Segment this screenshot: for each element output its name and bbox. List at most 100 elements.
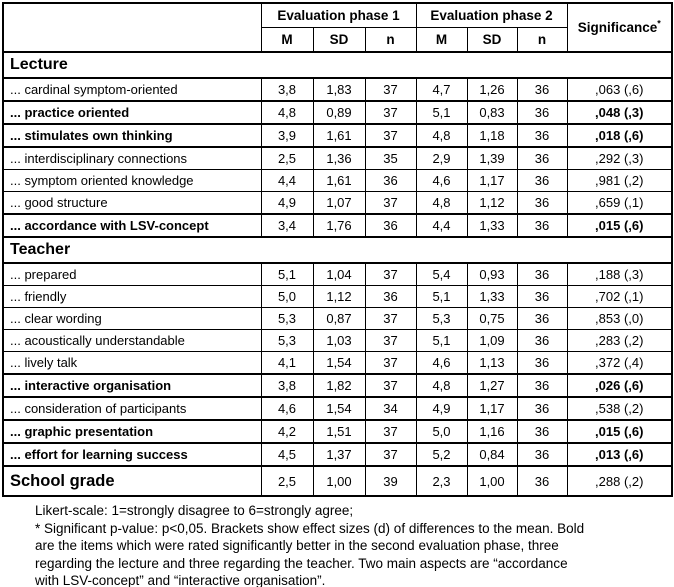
cell-m1: 4,6 <box>260 396 314 421</box>
cell-m1: 5,3 <box>260 307 314 330</box>
cell-n2: 36 <box>516 146 568 170</box>
table-row: ... acoustically understandable 5,3 1,03 37… <box>2 329 673 352</box>
table-row: ... stimulates own thinking 3,9 1,61 37 4,8 1… <box>2 123 673 148</box>
cell-n2: 36 <box>516 213 568 238</box>
table-row: ... lively talk 4,1 1,54 37 4,6 1,13 36,372 (,… <box>2 351 673 375</box>
row-label: ... cardinal symptom-oriented <box>2 77 262 102</box>
cell-n1: 37 <box>364 262 417 286</box>
header-n2: n <box>516 27 568 53</box>
row-label: ... interactive organisation <box>2 373 262 398</box>
section-title: Teacher <box>2 236 673 264</box>
cell-m1: 4,9 <box>260 191 314 215</box>
cell-n1: 37 <box>364 100 417 125</box>
cell-significance: ,018 (,6) <box>566 123 673 148</box>
cell-sd1: 1,03 <box>312 329 366 352</box>
cell-n2: 36 <box>516 307 568 330</box>
cell-n2: 36 <box>516 373 568 398</box>
cell-sd1: 1,04 <box>312 262 366 286</box>
note-line: with LSV-concept” and “interactive organ… <box>35 573 326 587</box>
table-row: ... good structure 4,9 1,07 37 4,8 1,12 36,659… <box>2 191 673 215</box>
cell-m1: 4,1 <box>260 351 314 375</box>
cell-m1: 3,9 <box>260 123 314 148</box>
row-label: ... consideration of participants <box>2 396 262 421</box>
cell-n1: 37 <box>364 419 417 444</box>
table-row: ... consideration of participants 4,6 1,54… <box>2 396 673 421</box>
cell-n2: 36 <box>516 77 568 102</box>
header-row-phases: Evaluation phase 1 Evaluation phase 2 Si… <box>2 2 673 53</box>
cell-n2: 36 <box>516 285 568 308</box>
note-line: * Significant p-value: p<0,05. Brackets … <box>35 520 585 536</box>
row-label: ... interdisciplinary connections <box>2 146 262 170</box>
cell-significance: ,188 (,3) <box>566 262 673 286</box>
cell-significance: ,283 (,2) <box>566 329 673 352</box>
cell-significance: ,853 (,0) <box>566 307 673 330</box>
header-n1: n <box>364 27 417 53</box>
evaluation-results-table: Evaluation phase 1 Evaluation phase 2 Si… <box>2 2 673 497</box>
cell-significance: ,026 (,6) <box>566 373 673 398</box>
section-row-teacher: Teacher <box>2 236 673 264</box>
cell-significance: ,063 (,6) <box>566 77 673 102</box>
cell-sd2: 0,83 <box>466 100 518 125</box>
cell-sd1: 1,61 <box>312 169 366 192</box>
cell-sd2: 1,33 <box>466 213 518 238</box>
table-row: ... symptom oriented knowledge 4,4 1,61 36 4… <box>2 169 673 192</box>
header-m1: M <box>260 27 314 53</box>
cell-m2: 4,6 <box>415 169 468 192</box>
significance-asterisk: * <box>657 18 661 29</box>
cell-m1: 4,4 <box>260 169 314 192</box>
cell-m2: 5,1 <box>415 285 468 308</box>
header-m2: M <box>415 27 468 53</box>
cell-sd2: 1,09 <box>466 329 518 352</box>
cell-sd2: 1,26 <box>466 77 518 102</box>
table-row: ... interdisciplinary connections 2,5 1,36… <box>2 146 673 170</box>
cell-m2: 4,9 <box>415 396 468 421</box>
cell-n1: 37 <box>364 351 417 375</box>
row-label: ... effort for learning success <box>2 442 262 467</box>
table-row: ... graphic presentation 4,2 1,51 37 5,0 1,16… <box>2 419 673 444</box>
table-notes: Likert-scale: 1=strongly disagree to 6=s… <box>35 502 665 587</box>
cell-m1: 4,5 <box>260 442 314 467</box>
cell-m1: 5,1 <box>260 262 314 286</box>
table-row: ... clear wording 5,3 0,87 37 5,3 0,75 36,853 … <box>2 307 673 330</box>
section-row-lecture: Lecture <box>2 51 673 79</box>
table-row: ... prepared 5,1 1,04 37 5,4 0,93 36,188 (,3) <box>2 262 673 286</box>
cell-n1: 37 <box>364 77 417 102</box>
row-label: ... friendly <box>2 285 262 308</box>
table-row: ... effort for learning success 4,5 1,37 37… <box>2 442 673 467</box>
cell-sd2: 1,27 <box>466 373 518 398</box>
cell-sd1: 0,87 <box>312 307 366 330</box>
note-line: Likert-scale: 1=strongly disagree to 6=s… <box>35 503 354 518</box>
cell-n2: 36 <box>516 351 568 375</box>
cell-m2: 5,3 <box>415 307 468 330</box>
cell-n1: 34 <box>364 396 417 421</box>
table-row: ... cardinal symptom-oriented 3,8 1,83 37 4,… <box>2 77 673 102</box>
cell-m2: 4,8 <box>415 123 468 148</box>
row-label: ... graphic presentation <box>2 419 262 444</box>
header-phase2: Evaluation phase 2 <box>415 2 568 28</box>
cell-m1: 5,3 <box>260 329 314 352</box>
cell-m1: 3,8 <box>260 77 314 102</box>
cell-n1: 37 <box>364 191 417 215</box>
table-row: ... friendly 5,0 1,12 36 5,1 1,33 36,702 (,1) <box>2 285 673 308</box>
row-label: School grade <box>2 465 262 497</box>
cell-sd2: 0,93 <box>466 262 518 286</box>
cell-m2: 5,1 <box>415 100 468 125</box>
cell-n1: 39 <box>364 465 417 497</box>
significance-label: Significance <box>577 20 658 35</box>
table-row: ... accordance with LSV-concept 3,4 1,76 36… <box>2 213 673 238</box>
cell-m1: 4,8 <box>260 100 314 125</box>
cell-n2: 36 <box>516 465 568 497</box>
cell-m2: 5,4 <box>415 262 468 286</box>
cell-sd2: 1,00 <box>466 465 518 497</box>
cell-n1: 37 <box>364 307 417 330</box>
cell-n1: 36 <box>364 285 417 308</box>
cell-n2: 36 <box>516 419 568 444</box>
cell-m1: 2,5 <box>260 146 314 170</box>
cell-n2: 36 <box>516 329 568 352</box>
table-row: ... interactive organisation 3,8 1,82 37 4,8… <box>2 373 673 398</box>
cell-n2: 36 <box>516 100 568 125</box>
row-label: ... good structure <box>2 191 262 215</box>
cell-m2: 4,4 <box>415 213 468 238</box>
cell-m2: 4,6 <box>415 351 468 375</box>
